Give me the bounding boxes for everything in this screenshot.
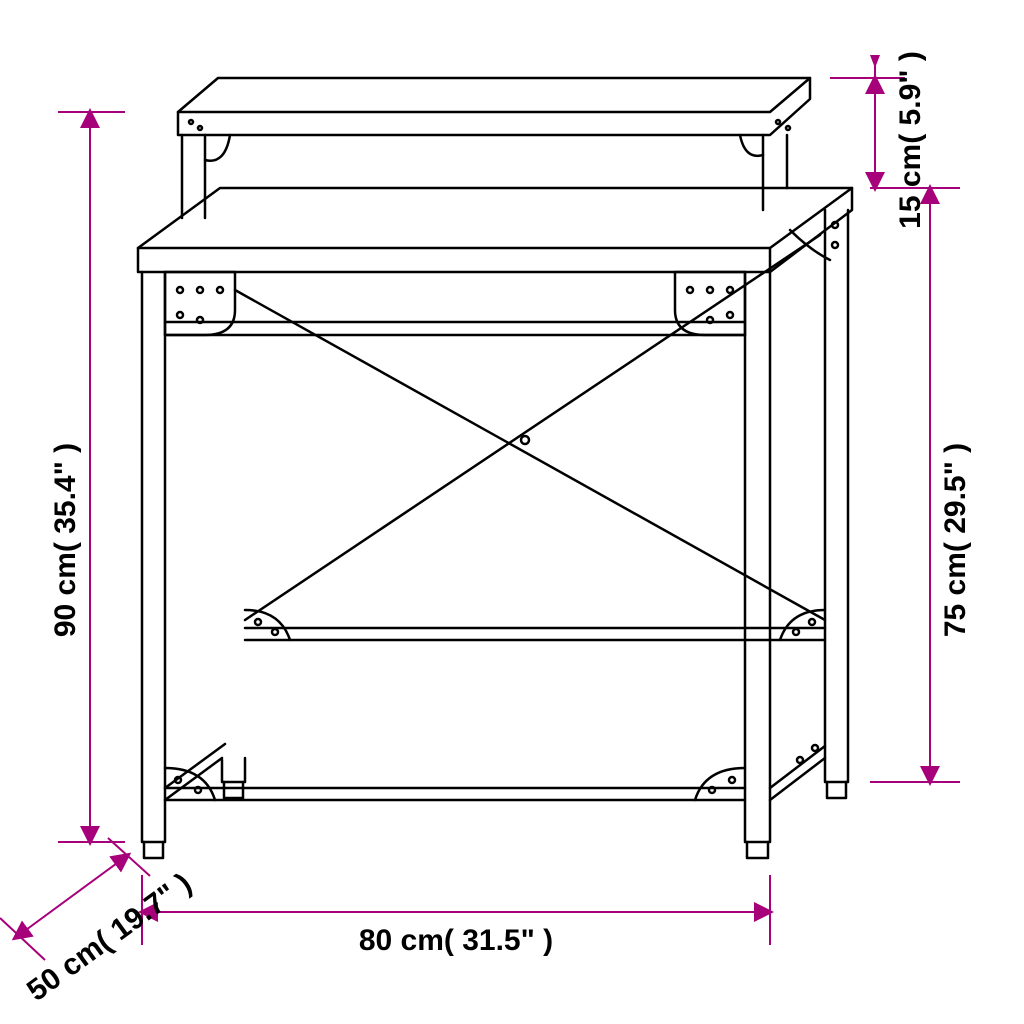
dim-total-height: 90 cm( 35.4" )	[49, 443, 82, 637]
desk-drawing	[138, 78, 852, 858]
dim-desk-height: 75 cm( 29.5" )	[939, 443, 972, 637]
dim-shelf-height: 15 cm( 5.9" )	[894, 51, 927, 229]
dim-depth: 50 cm( 19.7" )	[21, 867, 198, 1008]
dim-width: 80 cm( 31.5" )	[359, 924, 553, 957]
